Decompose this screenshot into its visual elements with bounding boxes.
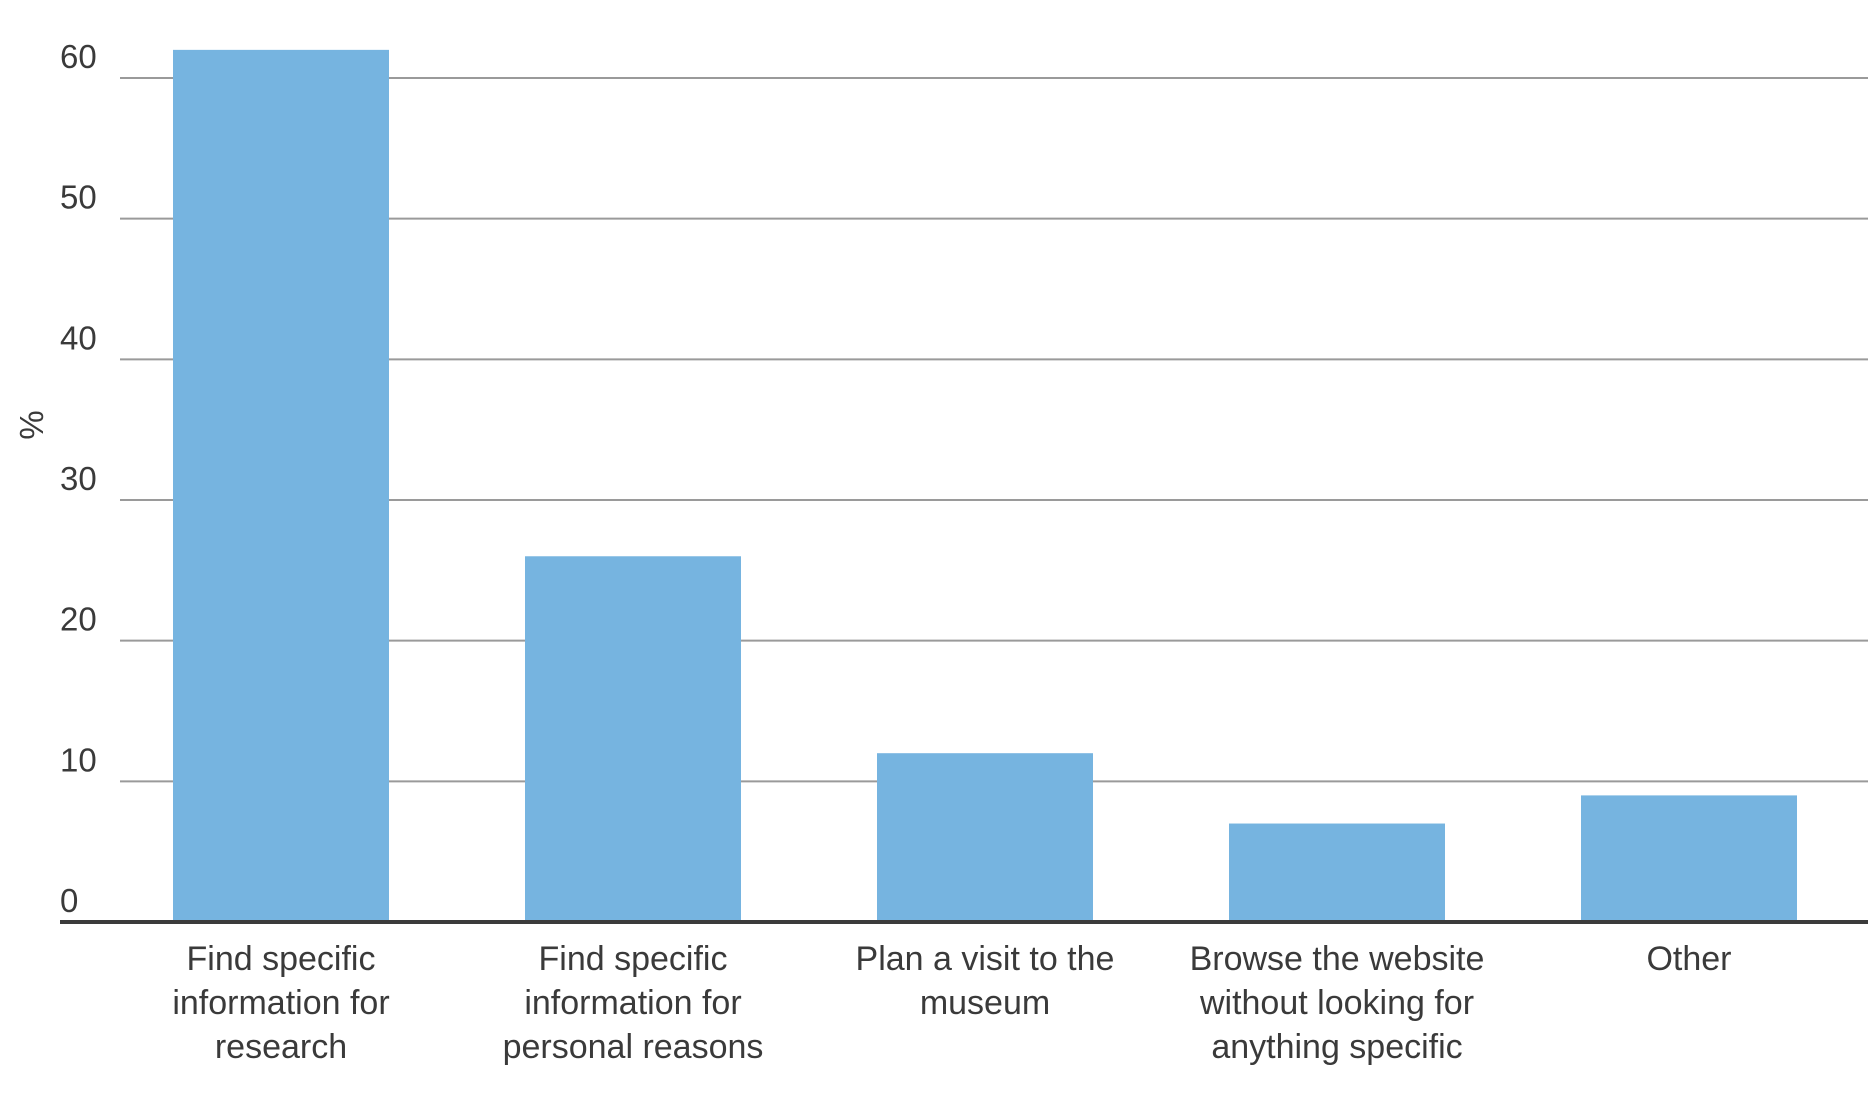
x-category-label-line: without looking for — [1199, 984, 1474, 1022]
x-category-label-line: Plan a visit to the — [856, 940, 1115, 978]
x-category-label: Find specific information for personal rea… — [503, 940, 764, 1066]
bar-4 — [1229, 823, 1445, 922]
y-axis-label: % — [13, 410, 50, 439]
x-category-label-line: information for — [172, 984, 389, 1022]
x-category-labels: Find specific information for researchFind… — [172, 940, 1731, 1066]
gridlines — [120, 77, 1868, 783]
bar-2 — [525, 556, 741, 922]
x-category-label-line: personal reasons — [503, 1028, 764, 1066]
y-tick-label: 0 — [60, 882, 78, 919]
y-tick-label: 60 — [60, 38, 97, 75]
y-tick-label: 10 — [60, 741, 97, 778]
x-category-label: Browse the website without looking for any… — [1190, 940, 1485, 1066]
x-category-label-line: anything specific — [1211, 1028, 1462, 1066]
x-category-label-line: Other — [1646, 940, 1731, 978]
x-category-label-line: museum — [920, 984, 1050, 1022]
bar-3 — [877, 753, 1093, 922]
x-category-label-line: research — [215, 1028, 347, 1066]
x-category-label-line: information for — [524, 984, 741, 1022]
y-tick-labels: 0 10 20 30 40 50 60 — [60, 38, 97, 919]
y-tick-label: 30 — [60, 460, 97, 497]
x-category-label: Other — [1646, 940, 1731, 978]
x-category-label-line: Find specific — [187, 940, 376, 978]
bar-5 — [1581, 795, 1797, 922]
y-tick-label: 40 — [60, 319, 97, 356]
x-category-label: Find specific information for research — [172, 940, 389, 1066]
x-category-label: Plan a visit to the museum — [856, 940, 1115, 1022]
y-tick-label: 50 — [60, 179, 97, 216]
x-category-label-line: Browse the website — [1190, 940, 1485, 978]
y-tick-label: 20 — [60, 601, 97, 638]
bar-1 — [173, 49, 389, 923]
bars — [173, 49, 1797, 923]
x-category-label-line: Find specific — [539, 940, 728, 978]
